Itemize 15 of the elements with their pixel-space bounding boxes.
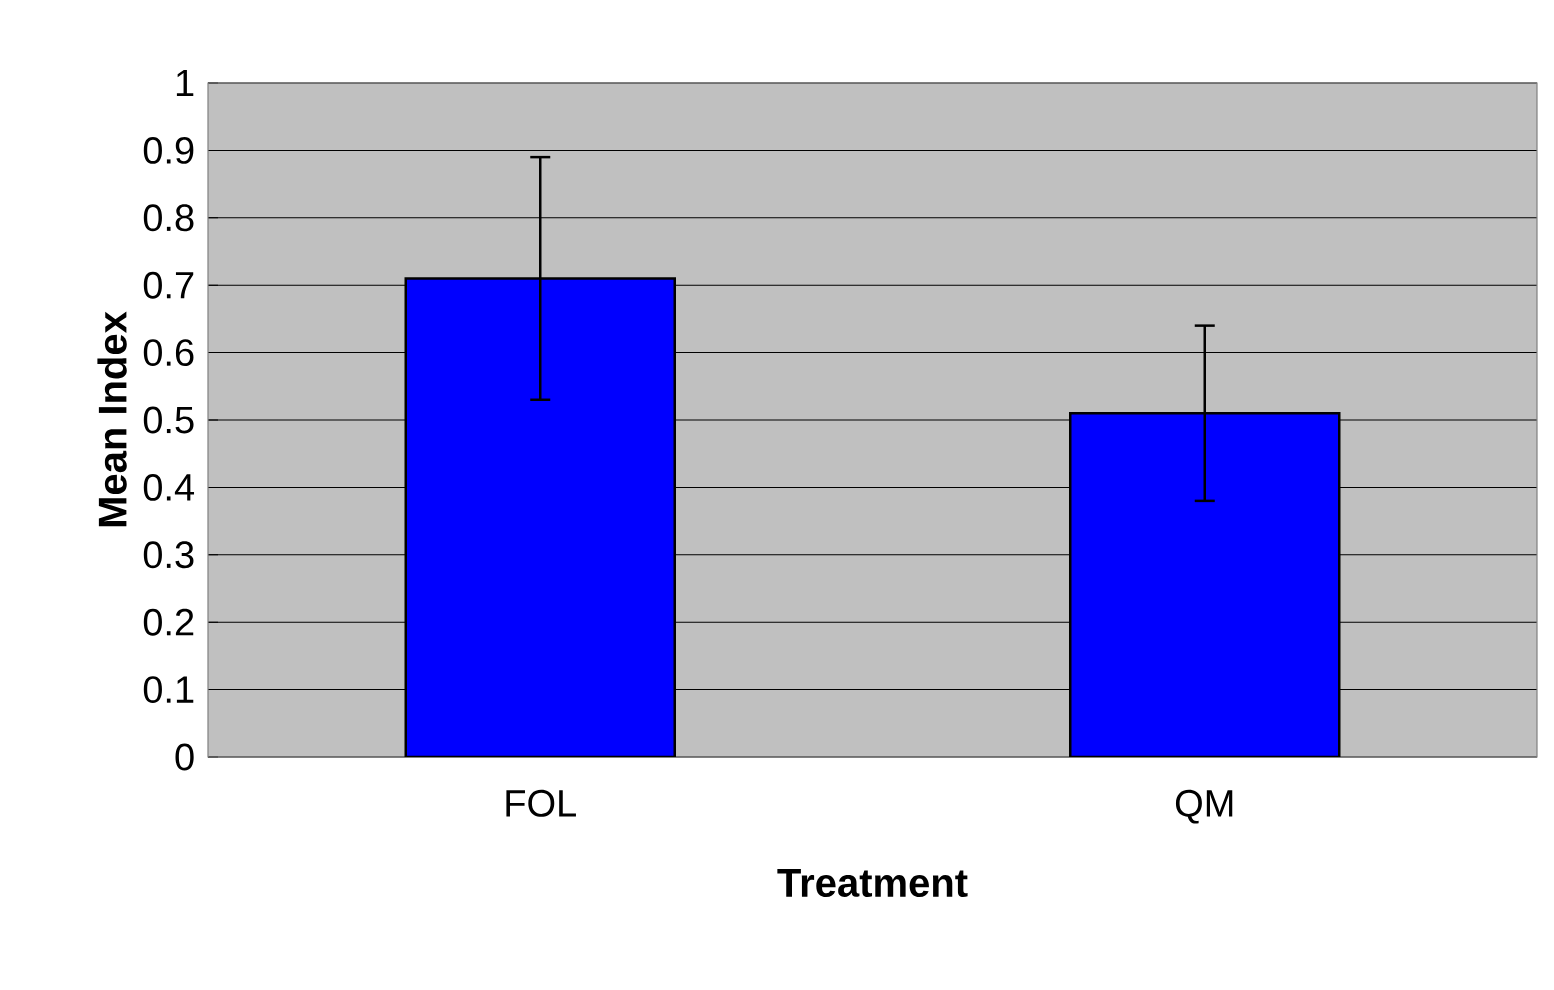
x-tick-label: FOL	[506, 789, 576, 817]
y-tick-label: 0.5	[143, 406, 194, 434]
y-tick-label: 0	[175, 743, 194, 771]
x-axis-title: Treatment	[777, 869, 968, 898]
y-tick-label: 0.8	[143, 204, 194, 232]
y-tick-label: 0.7	[143, 271, 194, 299]
y-axis-title: Mean Index	[97, 311, 127, 527]
y-tick-label: 0.4	[143, 473, 195, 501]
y-tick-label: 1	[176, 69, 194, 97]
y-tick-label: 0.6	[143, 339, 194, 367]
y-tick-label: 0.1	[143, 676, 194, 704]
y-tick-label: 0.2	[143, 608, 194, 636]
y-tick-label: 0.3	[143, 541, 194, 569]
x-tick-label: QM	[1175, 789, 1233, 824]
y-tick-label: 0.9	[143, 136, 194, 164]
